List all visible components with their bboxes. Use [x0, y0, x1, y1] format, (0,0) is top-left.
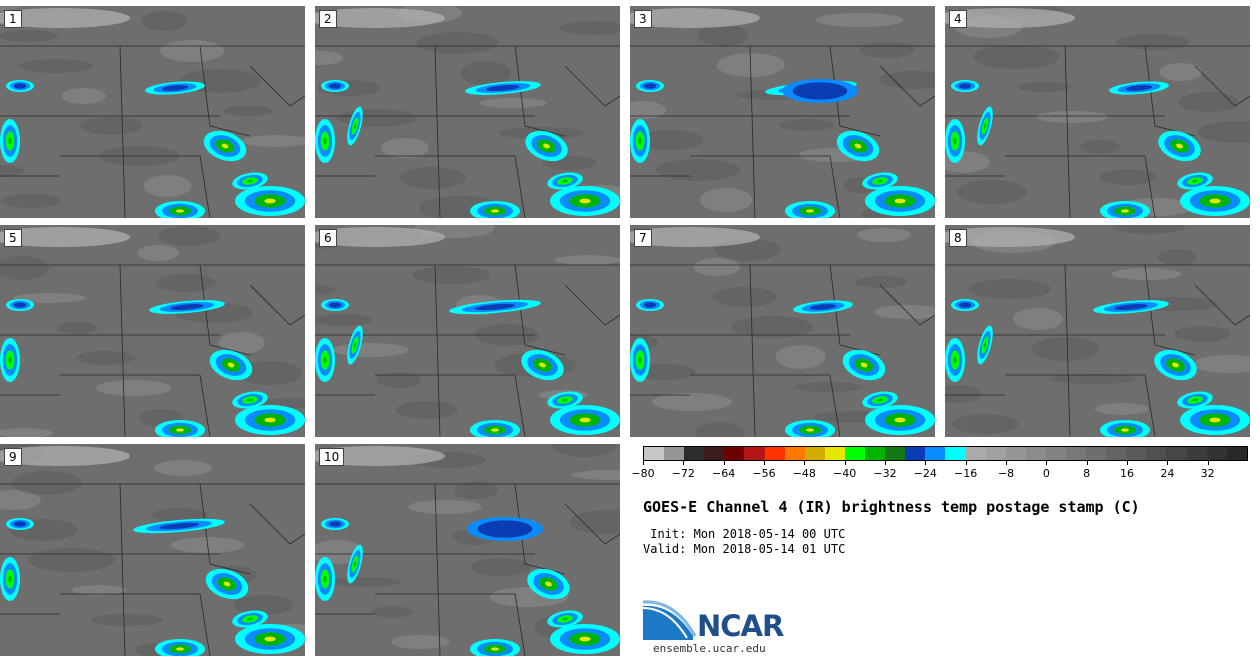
- colorbar-tick: [844, 461, 846, 465]
- colorbar-tick: [723, 461, 725, 465]
- colorbar-segment: [644, 447, 665, 460]
- colorbar-segment: [664, 447, 685, 460]
- colorbar-segment: [1186, 447, 1207, 460]
- colorbar-segment: [684, 447, 705, 460]
- colorbar-tick-label: −24: [913, 467, 937, 480]
- init-time: Init: Mon 2018-05-14 00 UTC: [643, 527, 846, 541]
- colorbar-segment: [744, 447, 765, 460]
- colorbar-segment: [804, 447, 825, 460]
- site-url: ensemble.ucar.edu: [653, 642, 766, 655]
- colorbar-tick-label: −16: [954, 467, 978, 480]
- ensemble-member-panel: 7: [630, 225, 935, 437]
- colorbar-ticks: −80 −72 −64 −56 −48 −40 −32 −24 −16 −8 0 8 16 24 32: [631, 461, 1248, 483]
- ensemble-member-panel: 6: [315, 225, 620, 437]
- colorbar-segment: [1005, 447, 1026, 460]
- satellite-map: [0, 226, 305, 437]
- logo-text: NCAR: [697, 609, 784, 643]
- colorbar-segment: [1226, 447, 1247, 460]
- colorbar-segment: [1045, 447, 1066, 460]
- colorbar-tick: [804, 461, 806, 465]
- colorbar-segment: [1206, 447, 1227, 460]
- colorbar-segment: [925, 447, 946, 460]
- colorbar-segment: [764, 447, 785, 460]
- satellite-map: [0, 6, 305, 218]
- ensemble-member-panel: 1: [0, 6, 305, 218]
- colorbar-segment: [1166, 447, 1187, 460]
- colorbar-tick-label: −8: [997, 467, 1015, 480]
- colorbar-tick: [965, 461, 967, 465]
- ensemble-member-panel: 2: [315, 6, 620, 218]
- colorbar-tick: [1127, 461, 1128, 465]
- ensemble-member-panel: 10: [315, 444, 620, 656]
- colorbar-tick-label: 24: [1160, 467, 1175, 480]
- colorbar-segment: [844, 447, 866, 460]
- colorbar-tick-label: −40: [833, 467, 857, 480]
- colorbar-segment: [704, 447, 725, 460]
- satellite-map: [315, 444, 620, 656]
- colorbar-segment: [1025, 447, 1046, 460]
- panel-number-label: 9: [4, 448, 22, 466]
- colorbar-tick-label: −32: [873, 467, 897, 480]
- ncar-logo-icon: [643, 600, 697, 640]
- panel-number-label: 10: [319, 448, 345, 466]
- valid-time: Valid: Mon 2018-05-14 01 UTC: [643, 542, 846, 556]
- panel-number-label: 5: [4, 229, 22, 247]
- colorbar-segment: [1086, 447, 1107, 460]
- colorbar-tick: [683, 461, 685, 465]
- panel-number-label: 2: [319, 10, 337, 28]
- satellite-map: [945, 225, 1250, 437]
- colorbar-tick: [764, 461, 765, 465]
- satellite-map: [945, 6, 1250, 218]
- panel-number-label: 4: [949, 10, 967, 28]
- colorbar-tick: [925, 461, 927, 465]
- colorbar-segment: [1146, 447, 1167, 460]
- colorbar-tick-label: 32: [1200, 467, 1215, 480]
- colorbar-tick-label: 16: [1120, 467, 1134, 480]
- panel-number-label: 3: [634, 10, 652, 28]
- ensemble-member-panel: 5: [0, 225, 305, 437]
- colorbar-segment: [985, 447, 1006, 460]
- colorbar-segment: [905, 447, 926, 460]
- colorbar-segment: [1065, 447, 1087, 460]
- colorbar-segment: [885, 447, 906, 460]
- colorbar-tick-label: −80: [631, 467, 655, 480]
- colorbar-tick: [1046, 461, 1048, 465]
- colorbar-tick-label: −48: [792, 467, 816, 480]
- colorbar-tick-label: −72: [671, 467, 695, 480]
- ensemble-member-panel: 8: [945, 225, 1250, 437]
- figure-title: GOES-E Channel 4 (IR) brightness temp po…: [643, 498, 1140, 516]
- satellite-map: [0, 444, 305, 656]
- colorbar-segment: [865, 447, 886, 460]
- panel-number-label: 6: [319, 229, 337, 247]
- satellite-map: [630, 8, 935, 218]
- colorbar-tick-label: −56: [752, 467, 776, 480]
- ensemble-member-panel: 9: [0, 444, 305, 656]
- colorbar-segment: [945, 447, 966, 460]
- satellite-map: [315, 225, 620, 437]
- colorbar-tick: [1167, 461, 1169, 465]
- ensemble-member-panel: 3: [630, 6, 935, 218]
- colorbar-tick: [1207, 461, 1209, 465]
- colorbar-segment: [1106, 447, 1127, 460]
- colorbar-segment: [824, 447, 845, 460]
- colorbar: [643, 446, 1248, 461]
- colorbar-tick: [643, 461, 644, 465]
- colorbar-segment: [965, 447, 986, 460]
- panel-number-label: 1: [4, 10, 22, 28]
- colorbar-segment: [724, 447, 745, 460]
- colorbar-segment: [1126, 447, 1147, 460]
- colorbar-tick-label: 0: [1042, 467, 1050, 480]
- colorbar-tick: [1086, 461, 1088, 465]
- panel-number-label: 8: [949, 229, 967, 247]
- colorbar-tick: [885, 461, 886, 465]
- satellite-map: [630, 227, 935, 437]
- ensemble-member-panel: 4: [945, 6, 1250, 218]
- colorbar-tick: [1006, 461, 1007, 465]
- satellite-map: [315, 6, 620, 218]
- panel-number-label: 7: [634, 229, 652, 247]
- colorbar-tick-label: −64: [712, 467, 736, 480]
- colorbar-tick-label: 8: [1083, 467, 1091, 480]
- colorbar-segment: [784, 447, 805, 460]
